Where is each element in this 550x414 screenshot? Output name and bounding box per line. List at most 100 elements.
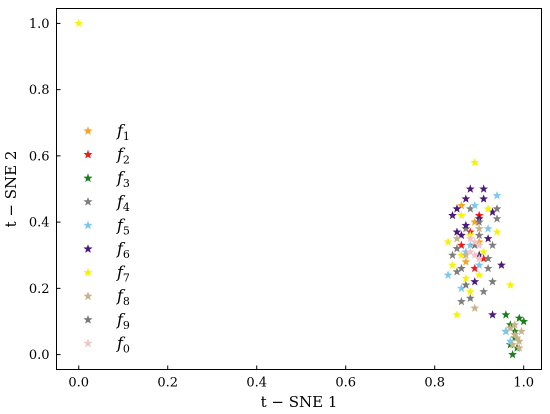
data-point (465, 204, 475, 213)
data-point (457, 230, 466, 240)
data-point (508, 340, 517, 349)
legend-label-f1: f1 (116, 121, 130, 143)
data-point (512, 333, 522, 342)
data-point (465, 287, 475, 296)
legend-label-f2: f2 (116, 145, 130, 167)
data-point (508, 350, 517, 359)
data-point (474, 240, 484, 250)
y-axis-label: t − SNE 2 (2, 151, 20, 228)
data-point (457, 263, 466, 273)
data-point (470, 250, 480, 259)
legend-subscript: 7 (123, 272, 130, 285)
data-point (465, 293, 475, 303)
data-point (461, 194, 471, 203)
data-point (465, 240, 475, 250)
data-point (505, 323, 515, 332)
data-point (492, 204, 502, 213)
data-point (505, 280, 515, 289)
data-layer (74, 18, 529, 359)
data-point (492, 227, 502, 236)
data-point (470, 157, 480, 167)
data-point (519, 316, 529, 326)
x-tick-label: 0.8 (424, 376, 445, 391)
data-point (474, 230, 484, 240)
series-f0 (465, 234, 484, 263)
data-point (470, 240, 480, 250)
data-point (461, 250, 471, 259)
legend-marker-f6 (83, 244, 93, 253)
data-point (465, 247, 475, 256)
legend-marker-f8 (83, 291, 93, 301)
legend-label-f8: f8 (116, 286, 130, 308)
data-point (470, 237, 480, 246)
data-point (470, 303, 480, 312)
data-point (452, 267, 462, 276)
data-point (470, 263, 480, 273)
data-point (483, 263, 493, 273)
data-point (74, 18, 84, 28)
data-point (479, 253, 489, 263)
data-point (514, 313, 524, 322)
data-point (488, 240, 497, 250)
x-tick-label: 0.6 (335, 376, 356, 391)
legend-marker-f9 (83, 315, 93, 324)
y-tick-label: 1.0 (29, 17, 50, 32)
data-point (448, 210, 457, 220)
data-point (452, 244, 462, 253)
data-point (461, 273, 471, 283)
legend-subscript: 9 (123, 319, 130, 332)
data-point (457, 200, 466, 210)
legend-subscript: 3 (123, 177, 130, 190)
data-point (488, 310, 497, 319)
data-point (479, 287, 489, 296)
legend-label-f4: f4 (116, 192, 130, 214)
data-point (452, 234, 462, 243)
data-point (457, 297, 466, 306)
legend-marker-f3 (83, 173, 93, 183)
data-point (461, 220, 471, 230)
data-point (457, 210, 466, 220)
legend-marker-f7 (83, 267, 93, 277)
data-point (461, 257, 471, 266)
data-point (483, 253, 493, 263)
axes-layer: 0.0 0.2 0.4 0.6 0.8 1.0 0.0 0.2 0.4 0.6 0.8 1.0 (29, 17, 534, 391)
data-point (465, 234, 475, 243)
legend-label-f5: f5 (116, 215, 130, 237)
data-point (474, 217, 484, 226)
data-point (474, 224, 484, 233)
data-point (510, 330, 520, 339)
y-tick-label: 0.6 (29, 149, 50, 164)
legend-subscript: 8 (123, 295, 130, 308)
y-tick-label: 0.2 (29, 282, 50, 297)
data-point (517, 326, 526, 336)
x-tick-label: 0.2 (157, 376, 178, 391)
legend-subscript: 6 (123, 248, 130, 261)
data-point (488, 207, 497, 216)
data-point (479, 194, 489, 203)
legend-marker-f4 (83, 197, 93, 206)
data-point (452, 310, 462, 319)
legend-label-f6: f6 (116, 239, 130, 261)
legend-label-f7: f7 (116, 263, 130, 285)
data-point (448, 250, 457, 259)
data-point (483, 224, 493, 233)
data-point (514, 343, 524, 352)
data-point (448, 260, 457, 269)
data-point (474, 270, 484, 279)
series-f8 (452, 224, 526, 352)
legend-subscript: 4 (123, 201, 130, 214)
legend-label-f3: f3 (116, 168, 130, 190)
data-point (483, 204, 493, 213)
data-point (483, 234, 493, 243)
x-tick-label: 0.4 (246, 376, 267, 391)
x-tick-label: 0.0 (68, 376, 89, 391)
data-point (488, 277, 497, 286)
y-tick-label: 0.4 (29, 216, 50, 231)
x-axis-label: t − SNE 1 (261, 393, 338, 411)
data-point (443, 270, 453, 279)
legend-label-f0: f0 (116, 333, 130, 355)
data-point (465, 184, 475, 193)
legend-label-f9: f9 (116, 310, 130, 332)
